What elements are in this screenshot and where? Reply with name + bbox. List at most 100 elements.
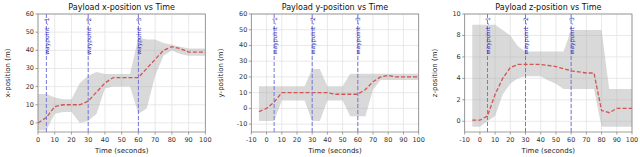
grid-line — [403, 14, 404, 132]
x-tick-label: 70 — [582, 136, 590, 144]
y-tick — [462, 35, 465, 36]
x-tick-label: 20 — [293, 136, 301, 144]
x-tick — [171, 132, 172, 135]
x-tick — [540, 132, 541, 135]
x-tick-label: 90 — [399, 136, 407, 144]
panel: -100102030405060708090100-10010203040506… — [217, 3, 425, 155]
x-tick-label: -10 — [459, 136, 470, 144]
y-tick — [249, 45, 252, 46]
x-axis-label: Time (seconds) — [94, 147, 149, 155]
x-tick — [555, 132, 556, 135]
x-tick — [38, 132, 39, 135]
waypoint-label: waypoint - 1 — [43, 17, 51, 54]
y-tick-label: 30 — [239, 57, 247, 65]
grid-line — [296, 14, 297, 132]
x-tick — [54, 132, 55, 135]
x-tick-label: 80 — [597, 136, 605, 144]
y-tick — [36, 68, 39, 69]
panel: -1001020304050607080901000246810waypoint… — [431, 3, 639, 155]
y-tick-label: 40 — [26, 46, 34, 54]
x-tick-label: 20 — [67, 136, 75, 144]
waypoint-label: waypoint - 3 — [568, 17, 576, 54]
x-tick — [327, 132, 328, 135]
y-tick — [249, 108, 252, 109]
grid-line — [373, 14, 374, 132]
x-tick — [251, 132, 252, 135]
waypoint-label: waypoint - 2 — [85, 17, 93, 54]
trajectory-line — [38, 47, 205, 123]
x-tick — [312, 132, 313, 135]
x-tick — [155, 132, 156, 135]
x-tick-label: 0 — [478, 136, 482, 144]
y-tick — [36, 14, 39, 15]
x-tick — [121, 132, 122, 135]
y-tick-label: 10 — [26, 101, 34, 109]
y-tick-label: 0 — [457, 117, 461, 125]
plot-frame — [38, 14, 205, 132]
x-tick — [373, 132, 374, 135]
x-tick — [138, 132, 139, 135]
y-tick-label: 60 — [239, 10, 247, 18]
x-tick — [464, 132, 465, 135]
x-tick — [205, 132, 206, 135]
waypoint-label: waypoint - 3 — [354, 17, 362, 54]
x-tick-label: 70 — [151, 136, 159, 144]
x-tick-label: 40 — [323, 136, 331, 144]
x-tick — [104, 132, 105, 135]
grid-line — [38, 122, 205, 123]
y-tick-label: 10 — [239, 89, 247, 97]
x-tick-label: 20 — [506, 136, 514, 144]
x-tick-label: 50 — [118, 136, 126, 144]
y-tick — [462, 78, 465, 79]
x-tick — [88, 132, 89, 135]
y-tick-label: 8 — [457, 31, 461, 39]
x-tick — [357, 132, 358, 135]
y-tick — [249, 124, 252, 125]
y-tick-label: 6 — [457, 53, 461, 61]
y-tick — [249, 61, 252, 62]
waypoint-label: waypoint - 2 — [309, 17, 317, 54]
x-tick — [281, 132, 282, 135]
x-tick-label: 30 — [521, 136, 529, 144]
y-tick-label: 0 — [243, 104, 247, 112]
y-tick — [462, 56, 465, 57]
x-tick — [571, 132, 572, 135]
y-axis-label: x-position (m) — [4, 48, 12, 97]
x-tick — [71, 132, 72, 135]
x-tick-label: 10 — [491, 136, 499, 144]
y-tick — [249, 76, 252, 77]
x-axis-label: Time (seconds) — [521, 147, 576, 155]
y-tick-label: 20 — [26, 83, 34, 91]
x-tick — [296, 132, 297, 135]
y-tick — [249, 29, 252, 30]
y-tick — [36, 50, 39, 51]
x-tick-label: 90 — [613, 136, 621, 144]
x-tick — [403, 132, 404, 135]
y-tick-label: 50 — [239, 26, 247, 34]
x-tick-label: 0 — [36, 136, 40, 144]
plot-frame — [465, 14, 632, 132]
grid-line — [281, 14, 282, 132]
x-tick-label: 30 — [84, 136, 92, 144]
waypoint-label: waypoint - 3 — [135, 17, 143, 54]
x-tick-label: 60 — [354, 136, 362, 144]
x-tick-label: 70 — [369, 136, 377, 144]
grid-line — [388, 14, 389, 132]
y-tick-label: 10 — [452, 10, 460, 18]
x-tick — [525, 132, 526, 135]
x-tick-label: 40 — [101, 136, 109, 144]
grid-line — [38, 32, 205, 33]
x-tick-label: 80 — [384, 136, 392, 144]
band — [38, 38, 205, 131]
x-tick-label: 50 — [552, 136, 560, 144]
x-tick — [342, 132, 343, 135]
x-tick-label: 60 — [567, 136, 575, 144]
y-tick-label: 0 — [30, 119, 34, 127]
y-tick — [462, 121, 465, 122]
x-tick-label: 80 — [168, 136, 176, 144]
x-tick — [632, 132, 633, 135]
x-tick-label: 100 — [412, 136, 424, 144]
trajectory-line — [259, 75, 419, 111]
waypoint-label: waypoint - 1 — [484, 17, 492, 54]
x-tick-label: 0 — [264, 136, 268, 144]
